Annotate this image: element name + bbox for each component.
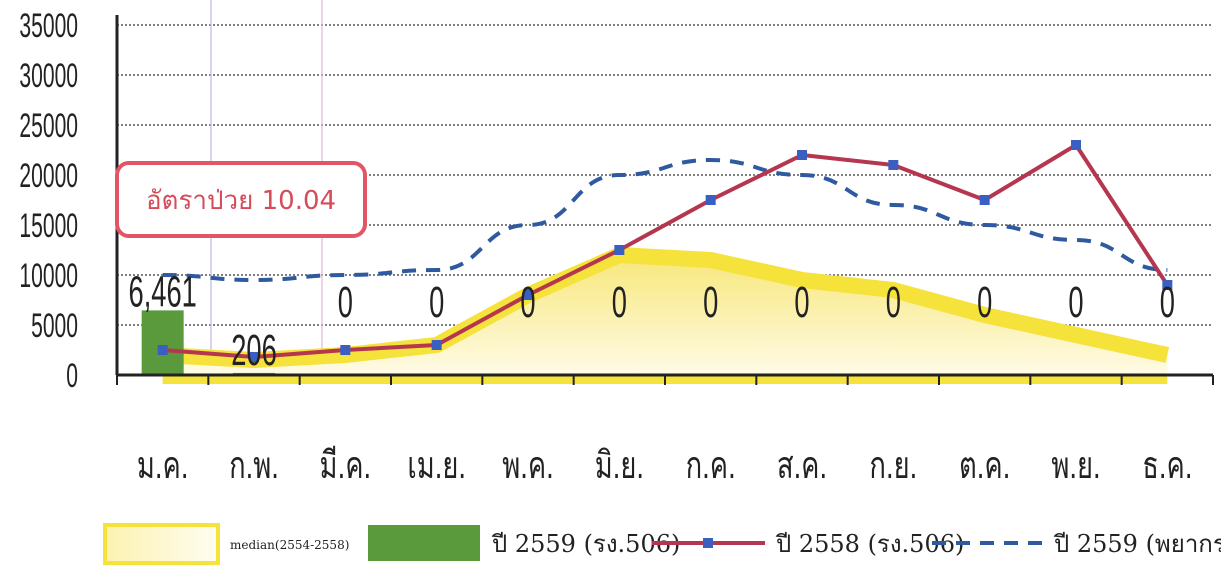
y-tick-label: 10000: [19, 256, 78, 294]
line-marker: [614, 245, 625, 255]
x-tick-label: ต.ค.: [959, 445, 1010, 487]
y-tick-label: 35000: [19, 6, 78, 44]
x-tick-label: ส.ค.: [777, 445, 827, 487]
line-marker: [888, 160, 899, 170]
x-tick-label: ก.ค.: [686, 445, 736, 487]
line-marker: [979, 195, 990, 205]
x-tick-label: พ.ย.: [1051, 445, 1100, 487]
data-label: 0: [794, 277, 809, 326]
line-2558: [162, 143, 1170, 359]
legend-label-bar: ปี 2559 (รง.506): [491, 530, 680, 558]
line-marker: [523, 290, 533, 300]
legend-swatch-bar: [368, 525, 480, 561]
line-marker: [249, 352, 259, 362]
data-label: 6,461: [129, 267, 197, 316]
data-label: 0: [703, 277, 718, 326]
x-tick-label: ก.พ.: [229, 445, 279, 487]
line-marker: [1071, 140, 1081, 150]
x-tick-label: ม.ค.: [137, 445, 189, 487]
line-marker: [1162, 280, 1173, 290]
annotation-text: อัตราป่วย 10.04: [146, 186, 336, 216]
x-tick-label: ก.ย.: [869, 445, 917, 487]
annotation-box: [115, 161, 367, 238]
legend-label-median: median(2554-2558): [230, 538, 349, 552]
line-marker: [157, 345, 168, 355]
line-marker: [431, 340, 442, 350]
x-tick-label: มี.ค.: [320, 445, 372, 487]
y-tick-label: 25000: [19, 106, 78, 144]
data-label: 0: [429, 277, 444, 326]
data-label: 0: [338, 277, 353, 326]
legend-label-dash: ปี 2559 (พยากรณ์): [1053, 530, 1221, 558]
data-label: 0: [1068, 277, 1083, 326]
legend: median(2554-2558) ปี 2559 (รง.506) ปี 2558…: [103, 523, 1221, 565]
line-marker: [340, 345, 351, 355]
annotation: อัตราป่วย 10.04: [115, 161, 367, 238]
line-2558: [157, 140, 1173, 362]
axes: 0 5000 10000 15000 20000 25000 30000 35000 ม.ค. ก…: [19, 6, 1214, 487]
y-tick-label: 0: [66, 356, 78, 394]
data-label: 0: [886, 277, 901, 326]
median-area: [162, 247, 1170, 384]
line-marker: [705, 195, 716, 205]
data-labels: 6,461 206 0 0 0 0 0 0 0 0 0 0: [129, 267, 1175, 375]
data-label: 0: [1160, 277, 1175, 326]
legend-swatch-marker: [703, 538, 713, 548]
median-area-fill: [162, 255, 1168, 375]
x-tick-label: พ.ค.: [502, 445, 554, 487]
y-tick-label: 20000: [19, 156, 78, 194]
x-tick-label: มิ.ย.: [595, 445, 644, 487]
bar: [141, 310, 184, 375]
data-label: 0: [612, 277, 627, 326]
x-tick-label: เม.ย.: [407, 445, 466, 487]
y-tick-label: 5000: [31, 306, 78, 344]
data-label: 0: [977, 277, 992, 326]
y-tick-label: 15000: [19, 206, 78, 244]
legend-swatch-median: [103, 523, 220, 565]
y-tick-label: 30000: [19, 56, 78, 94]
data-label: 0: [520, 277, 535, 326]
median-area-edge: [162, 247, 1170, 368]
line-marker: [797, 150, 807, 160]
data-label: 206: [231, 325, 277, 374]
x-tick-label: ธ.ค.: [1142, 445, 1192, 487]
